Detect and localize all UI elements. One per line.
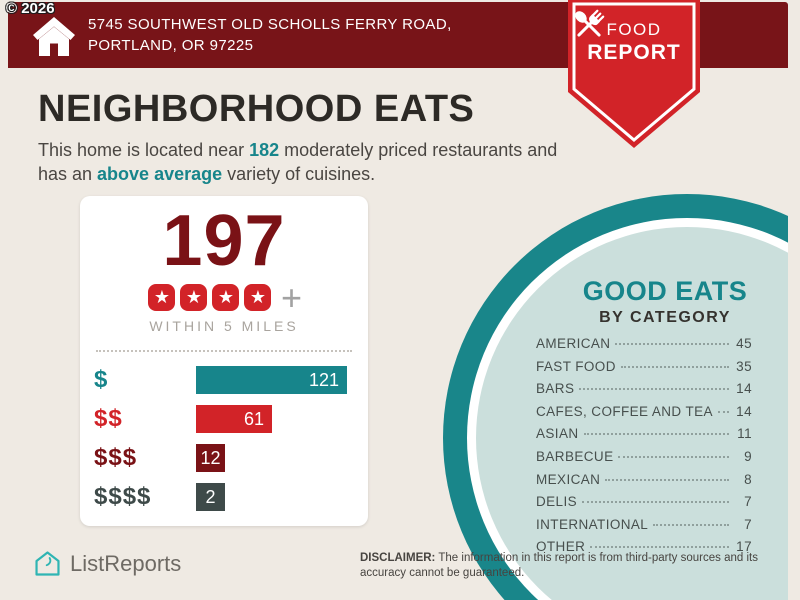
disclaimer-label: DISCLAIMER: bbox=[360, 552, 436, 564]
dotted-leader bbox=[618, 455, 729, 458]
disclaimer: DISCLAIMER: The information in this repo… bbox=[360, 551, 768, 581]
category-count: 7 bbox=[744, 494, 752, 510]
price-bar: 121 bbox=[196, 366, 347, 394]
rating-row: ★ ★ ★ ★ + bbox=[80, 276, 368, 318]
price-bar-value: 121 bbox=[308, 369, 339, 390]
category-label: BARS bbox=[536, 381, 575, 397]
page-margin-strip bbox=[788, 0, 800, 600]
intro-text: This home is located near 182 moderately… bbox=[38, 138, 562, 186]
category-count: 9 bbox=[744, 448, 752, 464]
category-label: DELIS bbox=[536, 494, 578, 510]
price-bar-row: $$ 61 bbox=[94, 405, 368, 433]
price-level-label: $$$ bbox=[94, 444, 138, 471]
address-line1: 5745 SOUTHWEST OLD SCHOLLS FERRY ROAD, bbox=[88, 16, 452, 33]
price-bar-value: 2 bbox=[205, 486, 216, 507]
star-icon: ★ bbox=[148, 283, 176, 311]
price-bar: 2 bbox=[196, 483, 225, 511]
badge-title-report: REPORT bbox=[587, 41, 681, 64]
category-label: MEXICAN bbox=[536, 471, 601, 487]
intro-part1: This home is located near bbox=[38, 140, 250, 160]
category-count: 8 bbox=[744, 471, 752, 487]
category-count: 14 bbox=[736, 381, 752, 397]
good-eats-title: GOOD EATS bbox=[582, 276, 748, 306]
dotted-leader bbox=[590, 546, 729, 549]
category-row: FAST FOOD 35 bbox=[536, 359, 752, 382]
category-label: AMERICAN bbox=[536, 336, 611, 351]
price-level-bar-chart: $121 $$ 61 $$$ 12 $$$$ 2 bbox=[80, 366, 368, 511]
price-level-label: $$$$ bbox=[94, 483, 152, 510]
price-bar: 61 bbox=[196, 405, 272, 433]
intro-part2: moderately priced restaurants and has an bbox=[38, 140, 558, 184]
price-bar-value: 61 bbox=[243, 408, 264, 429]
star-rating: ★ ★ ★ ★ bbox=[146, 283, 274, 311]
page-title: NEIGHBORHOOD EATS bbox=[38, 88, 475, 130]
intro-part3: variety of cuisines. bbox=[222, 164, 376, 184]
address-line2: PORTLAND, OR 97225 bbox=[88, 37, 254, 54]
dotted-leader bbox=[583, 433, 729, 436]
category-count: 14 bbox=[736, 403, 752, 419]
good-eats-subtitle: BY CATEGORY bbox=[599, 309, 731, 326]
listreports-logo: ListReports bbox=[34, 550, 181, 577]
disclaimer-text: The information in this report is from t… bbox=[360, 552, 758, 579]
copyright-watermark: © 2026 bbox=[6, 0, 55, 17]
category-row: OTHER 17 bbox=[536, 539, 752, 562]
category-row: INTERNATIONAL 7 bbox=[536, 517, 752, 540]
price-bar-row: $121 bbox=[94, 366, 368, 394]
category-row: AMERICAN 45 bbox=[536, 336, 752, 359]
variety-rating-inline: above average bbox=[97, 164, 223, 184]
category-label: CAFES, COFFEE AND TEA bbox=[536, 403, 713, 419]
dotted-divider bbox=[96, 350, 352, 352]
price-level-label: $$ bbox=[94, 405, 123, 432]
star-icon: ★ bbox=[180, 283, 208, 311]
category-row: BARBECUE 9 bbox=[536, 449, 752, 472]
category-label: ASIAN bbox=[536, 426, 579, 442]
price-bar-value: 12 bbox=[200, 447, 221, 468]
category-row: BARS 14 bbox=[536, 381, 752, 404]
category-label: INTERNATIONAL bbox=[536, 516, 649, 532]
dotted-leader bbox=[620, 365, 729, 368]
dotted-leader bbox=[605, 478, 729, 481]
category-row: DELIS 7 bbox=[536, 494, 752, 517]
price-bar-row: $$$$ 2 bbox=[94, 483, 368, 511]
badge-shape bbox=[568, 0, 700, 148]
category-count: 11 bbox=[737, 426, 752, 442]
price-bar: 12 bbox=[196, 444, 225, 472]
home-icon bbox=[33, 17, 75, 56]
brand-name: ListReports bbox=[70, 550, 182, 576]
plus-sign: + bbox=[280, 276, 303, 318]
category-label: BARBECUE bbox=[536, 448, 614, 464]
category-count: 35 bbox=[736, 358, 752, 374]
price-bar-row: $$$ 12 bbox=[94, 444, 368, 472]
category-count: 17 bbox=[736, 539, 752, 555]
category-row: MEXICAN 8 bbox=[536, 472, 752, 495]
restaurant-total-count: 197 bbox=[162, 201, 286, 281]
good-eats-header: GOOD EATS BY CATEGORY bbox=[540, 276, 790, 327]
dotted-leader bbox=[615, 343, 729, 345]
food-report-badge: FOOD REPORT bbox=[568, 0, 700, 148]
category-count: 7 bbox=[744, 516, 752, 532]
category-row: CAFES, COFFEE AND TEA 14 bbox=[536, 404, 752, 427]
category-row: ASIAN 11 bbox=[536, 426, 752, 449]
star-icon: ★ bbox=[212, 283, 240, 311]
category-label: FAST FOOD bbox=[536, 358, 616, 374]
category-count: 45 bbox=[736, 336, 752, 351]
restaurant-count-inline: 182 bbox=[249, 140, 280, 160]
dotted-leader bbox=[717, 410, 729, 413]
dotted-leader bbox=[582, 501, 729, 504]
category-label: OTHER bbox=[536, 539, 586, 555]
dotted-leader bbox=[653, 523, 729, 526]
restaurant-stats-card: 197 ★ ★ ★ ★ + WITHIN 5 MILES $121 $$ 61 $$$ 12 $… bbox=[80, 196, 368, 526]
utensils-icon bbox=[575, 9, 605, 37]
star-icon: ★ bbox=[244, 283, 272, 311]
cuisine-category-list: AMERICAN 45 FAST FOOD 35 BARS 14 CAFES, COFFEE… bbox=[536, 336, 752, 562]
badge-title-food: FOOD bbox=[606, 20, 662, 39]
dotted-leader bbox=[579, 388, 729, 391]
radius-label: WITHIN 5 MILES bbox=[149, 318, 299, 334]
property-address: 5745 SOUTHWEST OLD SCHOLLS FERRY ROAD, P… bbox=[88, 14, 452, 56]
listreports-house-icon bbox=[35, 551, 60, 576]
price-level-label: $ bbox=[94, 366, 109, 393]
